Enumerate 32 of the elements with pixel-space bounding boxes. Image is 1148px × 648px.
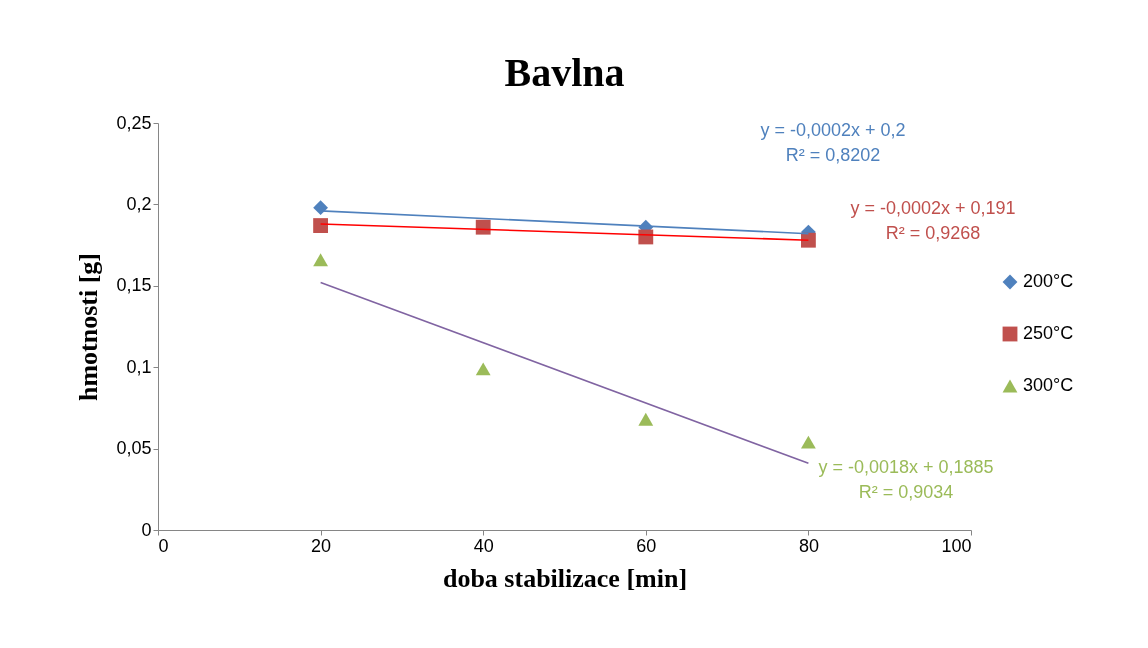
y-tick-label: 0 bbox=[141, 519, 152, 540]
point bbox=[313, 200, 329, 216]
annotation: R² = 0,9034 bbox=[858, 482, 954, 502]
x-tick-label: 40 bbox=[473, 535, 494, 556]
y-tick-label: 0,2 bbox=[126, 193, 152, 214]
annotation: y = -0,0002x + 0,191 bbox=[850, 198, 1016, 218]
y-tick-label: 0,15 bbox=[116, 275, 152, 296]
x-tick-label: 0 bbox=[158, 535, 169, 556]
y-tick-label: 0,1 bbox=[126, 356, 152, 377]
y-tick-label: 0,05 bbox=[116, 438, 152, 459]
annotation: R² = 0,8202 bbox=[785, 145, 881, 165]
point bbox=[638, 412, 654, 426]
point bbox=[313, 218, 329, 233]
point bbox=[475, 362, 491, 376]
x-tick-label: 100 bbox=[941, 535, 972, 556]
x-tick-label: 80 bbox=[798, 535, 819, 556]
point bbox=[800, 435, 816, 449]
x-tick-label: 60 bbox=[636, 535, 657, 556]
legend-label: 200°C bbox=[1023, 271, 1074, 291]
annotation: y = -0,0002x + 0,2 bbox=[760, 120, 906, 140]
chart-title: Bavlna bbox=[504, 50, 625, 95]
annotation: y = -0,0018x + 0,1885 bbox=[818, 457, 994, 477]
legend-label: 300°C bbox=[1023, 375, 1074, 395]
point bbox=[313, 253, 329, 267]
annotation: R² = 0,9268 bbox=[885, 223, 981, 243]
x-tick-label: 20 bbox=[311, 535, 332, 556]
point bbox=[475, 219, 491, 235]
y-tick-label: 0,25 bbox=[116, 112, 152, 133]
x-axis-title: doba stabilizace [min] bbox=[442, 563, 688, 593]
y-axis-title: hmotnosti [g] bbox=[74, 252, 104, 402]
legend-label: 250°C bbox=[1023, 323, 1074, 343]
point bbox=[800, 232, 816, 248]
